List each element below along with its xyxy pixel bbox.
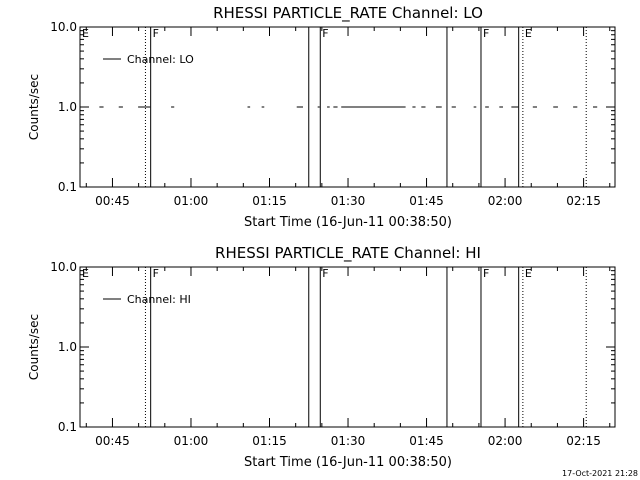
x-tick-label: 02:00 [488, 434, 523, 448]
marker-label: F [483, 27, 489, 40]
x-tick-label: 01:00 [174, 434, 209, 448]
left-edge-label: E [82, 267, 89, 280]
y-tick-label: 10.0 [50, 260, 77, 274]
marker-label: F [153, 267, 159, 280]
marker-label: F [322, 267, 328, 280]
x-tick-label: 01:15 [252, 434, 287, 448]
chart-title: RHESSI PARTICLE_RATE Channel: HI [215, 244, 481, 263]
x-tick-label: 02:15 [566, 194, 601, 208]
y-axis: 0.1 1.0 10.0 [50, 20, 615, 194]
y-tick-label: 1.0 [58, 340, 77, 354]
panel-hi: RHESSI PARTICLE_RATE Channel: HI F F F E 0.… [27, 244, 616, 470]
marker-label: F [153, 27, 159, 40]
marker-label: E [525, 27, 532, 40]
marker-label: E [525, 267, 532, 280]
legend-label: Channel: HI [127, 293, 191, 306]
y-axis: 0.1 1.0 10.0 [50, 260, 615, 434]
footer-timestamp: 17-Oct-2021 21:28 [562, 469, 638, 478]
x-tick-label: 00:45 [95, 194, 130, 208]
chart-title: RHESSI PARTICLE_RATE Channel: LO [213, 4, 483, 23]
y-axis-label: Counts/sec [27, 74, 41, 140]
marker-label: F [483, 267, 489, 280]
y-tick-label: 0.1 [58, 420, 77, 434]
x-tick-label: 02:00 [488, 194, 523, 208]
x-tick-label: 01:00 [174, 194, 209, 208]
x-tick-label: 01:45 [409, 434, 444, 448]
x-tick-label: 01:45 [409, 194, 444, 208]
y-tick-label: 1.0 [58, 100, 77, 114]
x-axis-label: Start Time (16-Jun-11 00:38:50) [244, 455, 452, 470]
panel-lo: RHESSI PARTICLE_RATE Channel: LO F F F E 0.… [27, 4, 616, 230]
y-axis-label: Counts/sec [27, 314, 41, 380]
x-axis: 00:45 01:00 01:15 01:30 01:45 02:00 02:15 [85, 27, 611, 208]
left-edge-label: E [82, 27, 89, 40]
x-tick-label: 01:30 [331, 194, 366, 208]
x-tick-label: 00:45 [95, 434, 130, 448]
x-tick-label: 01:15 [252, 194, 287, 208]
y-tick-label: 0.1 [58, 180, 77, 194]
legend-label: Channel: LO [127, 53, 194, 66]
x-tick-label: 01:30 [331, 434, 366, 448]
x-axis-label: Start Time (16-Jun-11 00:38:50) [244, 215, 452, 230]
marker-label: F [322, 27, 328, 40]
y-tick-label: 10.0 [50, 20, 77, 34]
x-tick-label: 02:15 [566, 434, 601, 448]
x-axis: 00:45 01:00 01:15 01:30 01:45 02:00 02:15 [85, 267, 611, 448]
